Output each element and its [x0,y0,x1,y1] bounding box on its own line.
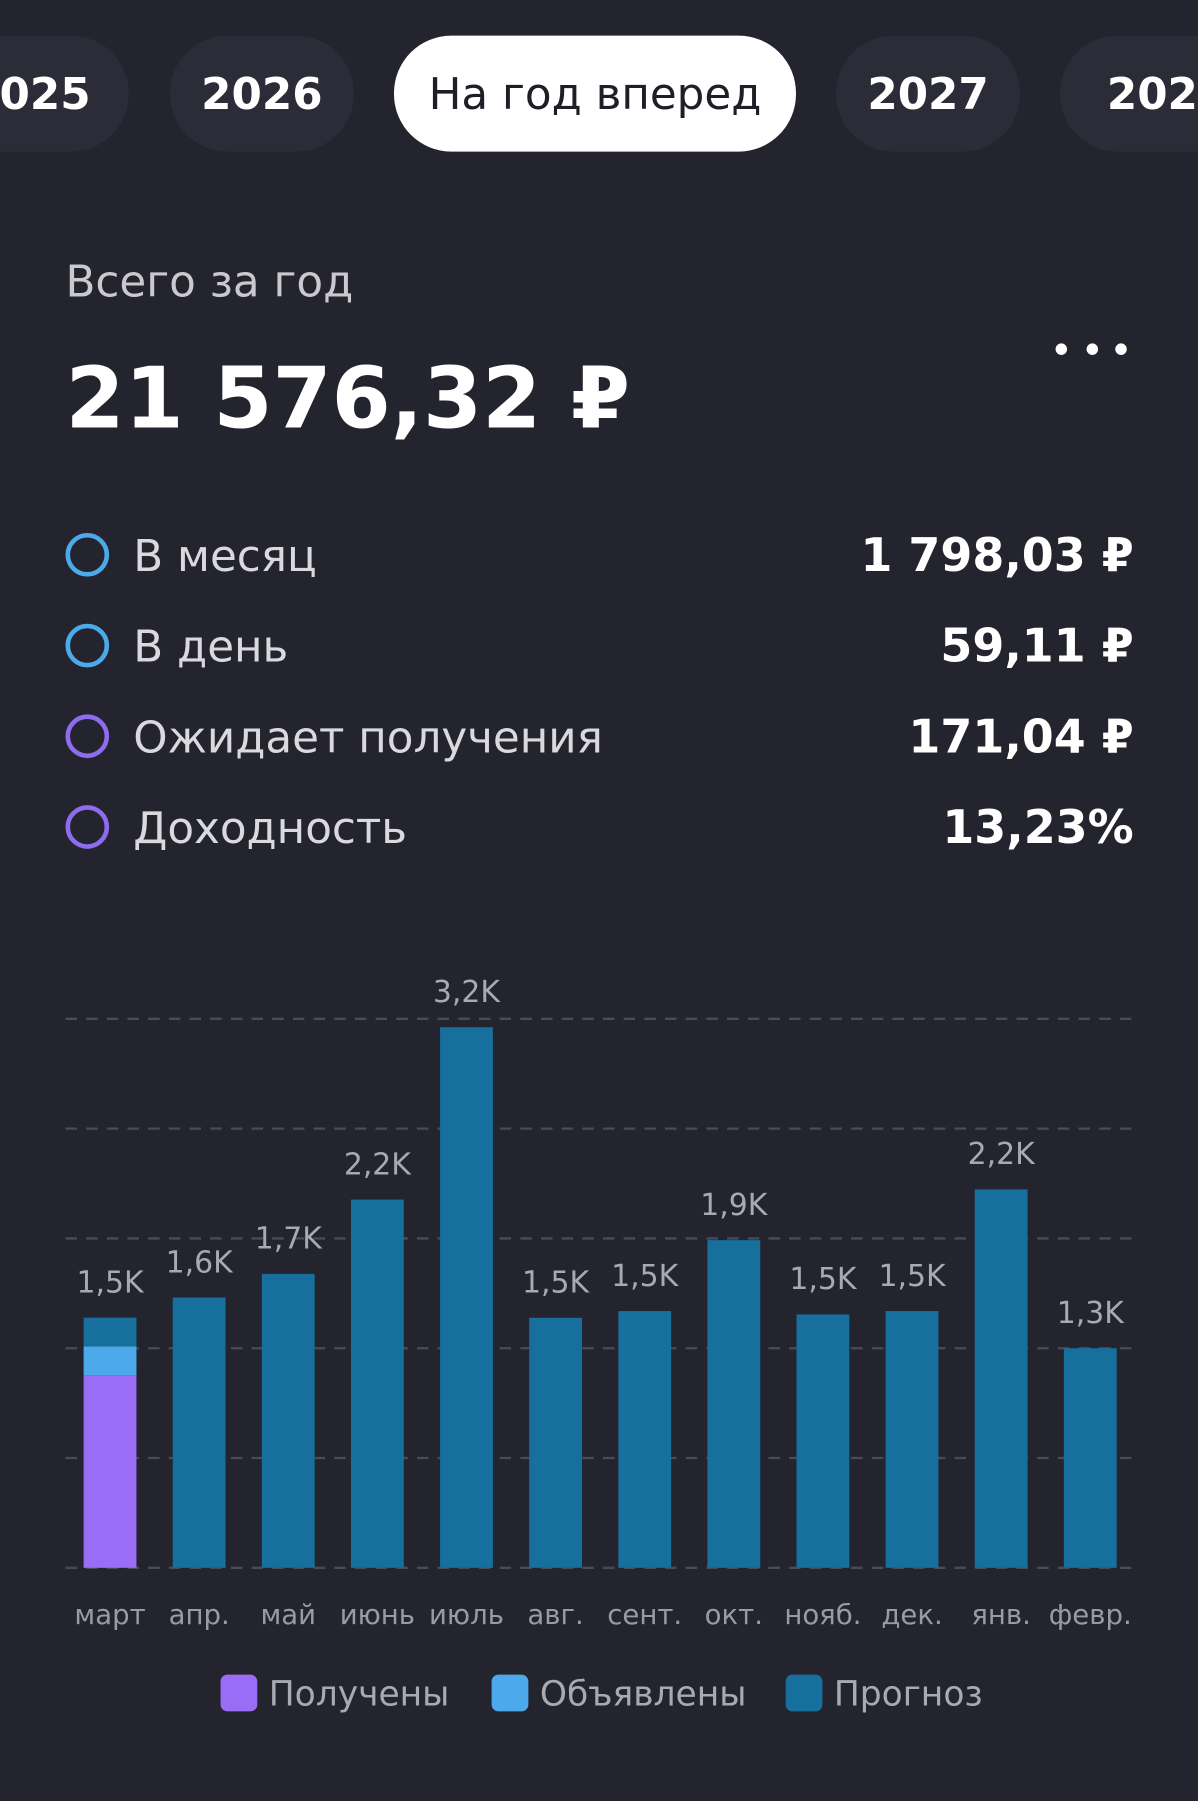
x-tick-label: февр. [1049,1599,1132,1631]
tab[interactable] [836,35,1020,152]
x-tick-label: авг. [527,1599,583,1631]
value-label: 2,2K [968,1137,1036,1172]
value-label: 1,5K [522,1266,590,1301]
stat-label: В день [133,622,288,673]
bar-segment [83,1346,137,1376]
stat-label: Ожидает получения [133,712,603,763]
value-label: 1,5K [789,1262,857,1297]
tab-label[interactable]: 2028 [1107,69,1198,120]
tab[interactable] [0,35,129,152]
tab[interactable] [169,35,354,152]
bar-segment [1063,1348,1117,1568]
summary-total: 21 576,32 ₽ [65,349,630,448]
summary-label: Всего за год [65,256,353,307]
value-label: 1,5K [879,1259,947,1294]
bar-segment [529,1317,583,1568]
value-label: 3,2K [433,975,501,1010]
x-tick-label: апр. [169,1599,230,1631]
value-label: 1,6K [166,1245,234,1280]
more-dot[interactable] [1115,343,1127,355]
stat-icon [65,714,110,759]
stat-label: В месяц [133,531,316,582]
value-label: 2,2K [344,1147,412,1182]
x-tick-label: сент. [607,1599,682,1631]
stat-value: 1 798,03 ₽ [860,528,1133,582]
x-tick-label: дек. [881,1599,942,1631]
stat-icon [65,532,110,577]
x-tick-label: март [74,1599,145,1631]
bar-segment [261,1273,315,1568]
x-tick-label: май [260,1599,316,1631]
x-tick-label: нояб. [784,1599,861,1631]
x-tick-label: июнь [340,1599,415,1631]
x-tick-label: июль [429,1599,504,1631]
value-label: 1,5K [76,1265,144,1300]
tab[interactable] [1060,35,1198,152]
bar-segment [83,1375,137,1568]
value-label: 1,7K [255,1222,323,1257]
stat-icon [65,805,110,849]
tab-label[interactable]: 2027 [867,69,988,120]
tab[interactable] [393,35,796,152]
more-dot[interactable] [1055,343,1068,355]
value-label: 1,3K [1057,1296,1125,1331]
bar-segment [707,1240,761,1568]
tab-label[interactable]: 2026 [201,69,322,120]
stat-label: Доходность [133,803,407,854]
stat-value: 171,04 ₽ [908,709,1133,763]
legend-swatch [220,1674,258,1712]
x-tick-label: янв. [971,1599,1031,1631]
bar-segment [796,1314,850,1568]
legend-label: Получены [269,1675,450,1715]
tab-label[interactable]: На год вперед [429,69,762,120]
bar-segment [83,1317,137,1347]
more-dot[interactable] [1086,343,1099,355]
value-label: 1,9K [700,1188,768,1223]
stat-value: 13,23% [942,800,1133,854]
bar-segment [172,1297,226,1568]
stat-value: 59,11 ₽ [940,619,1133,673]
bar-segment [618,1311,672,1568]
value-label: 1,5K [611,1259,679,1294]
stat-icon [65,623,110,668]
tab-label[interactable]: 2025 [0,69,91,120]
x-tick-label: окт. [705,1599,763,1631]
bar-segment [885,1311,939,1568]
legend-label: Объявлены [540,1675,747,1715]
bar-segment [350,1199,404,1568]
legend-swatch [491,1674,529,1712]
legend-label: Прогноз [834,1675,983,1715]
bar-segment [440,1027,493,1568]
legend-swatch [785,1674,823,1712]
bar-segment [974,1189,1028,1568]
